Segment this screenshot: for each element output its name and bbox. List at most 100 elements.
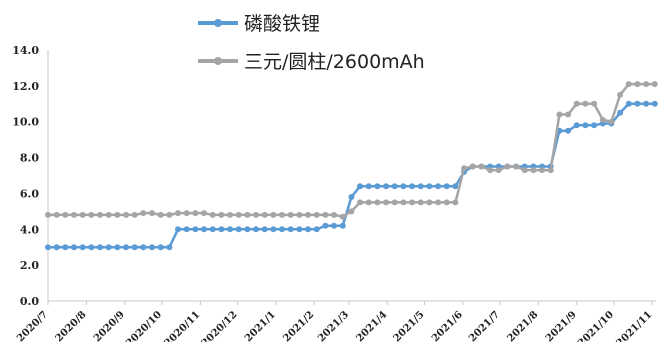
data-point [608, 118, 615, 125]
data-point [521, 167, 528, 174]
data-point [443, 199, 450, 206]
x-tick-label: 2021/7 [467, 309, 502, 342]
data-point [270, 226, 277, 233]
data-point [287, 226, 294, 233]
data-point [105, 211, 112, 218]
series-2 [45, 81, 658, 220]
data-point [261, 211, 268, 218]
data-point [71, 211, 77, 218]
data-point [62, 244, 69, 251]
data-point [556, 111, 563, 118]
data-point [573, 122, 580, 129]
data-point [348, 208, 355, 215]
data-point [296, 226, 303, 233]
data-point [391, 199, 398, 206]
y-tick-label: 12.0 [12, 80, 39, 93]
data-point [426, 199, 433, 206]
data-point [279, 226, 285, 233]
x-tick-label: 2021/10 [576, 309, 616, 342]
data-point [487, 167, 494, 174]
x-tick-label: 2021/8 [506, 309, 541, 342]
data-point [331, 211, 337, 218]
data-point [383, 199, 390, 206]
data-point [365, 199, 372, 206]
data-point [400, 199, 407, 206]
data-point [45, 211, 51, 218]
data-point [651, 100, 658, 107]
data-point [435, 199, 442, 206]
data-point [495, 167, 502, 174]
data-point [79, 244, 86, 251]
data-point [270, 211, 277, 218]
data-point [573, 100, 580, 107]
data-point [209, 226, 216, 233]
y-tick-label: 2.0 [20, 259, 39, 272]
data-point [201, 210, 207, 217]
data-point [443, 183, 450, 190]
data-point [253, 226, 259, 233]
data-point [599, 116, 606, 123]
data-point [452, 183, 459, 190]
data-point [322, 222, 329, 229]
data-point [261, 226, 268, 233]
data-point [417, 199, 424, 206]
axes-layer [47, 50, 656, 302]
data-point [140, 210, 147, 217]
data-point [530, 167, 537, 174]
legend-swatch-marker-2 [214, 57, 222, 65]
data-point [591, 122, 598, 129]
data-point [157, 244, 164, 251]
data-point [183, 226, 190, 233]
data-point [417, 183, 424, 190]
x-tick-label: 2020/11 [163, 309, 203, 342]
data-point [235, 211, 242, 218]
data-point [305, 226, 311, 233]
data-point [357, 199, 363, 206]
data-point [183, 210, 190, 217]
data-point [400, 183, 407, 190]
x-tick-label: 2021/3 [316, 309, 351, 342]
x-tick-label: 2020/8 [54, 309, 89, 342]
data-point [97, 244, 103, 251]
data-point [357, 183, 363, 190]
data-point [53, 244, 60, 251]
x-tick-label: 2021/9 [544, 309, 579, 342]
data-point [617, 109, 624, 116]
data-point [591, 100, 598, 107]
data-point [547, 167, 554, 174]
x-tick-label: 2021/6 [430, 309, 465, 342]
data-point [253, 211, 259, 218]
data-point [625, 100, 632, 107]
data-point [235, 226, 242, 233]
data-point [313, 226, 320, 233]
data-point [175, 226, 181, 233]
data-point [175, 210, 181, 217]
data-point [244, 226, 251, 233]
data-point [45, 244, 51, 251]
data-point [565, 127, 572, 134]
data-point [149, 210, 155, 217]
x-tick-label: 2021/4 [354, 309, 389, 342]
data-point [131, 211, 138, 218]
series-layer [45, 81, 658, 251]
data-point [313, 211, 320, 218]
y-tick-label: 10.0 [12, 116, 39, 129]
data-point [79, 211, 86, 218]
data-point [218, 226, 225, 233]
data-point [244, 211, 251, 218]
legend-item-series-2: 三元/圆柱/2600mAh [198, 51, 425, 73]
data-point [114, 211, 121, 218]
data-point [88, 244, 95, 251]
data-point [279, 211, 285, 218]
data-point [227, 226, 233, 233]
y-tick-label: 14.0 [12, 44, 39, 57]
data-point [435, 183, 442, 190]
data-point [365, 183, 372, 190]
y-tick-label: 6.0 [20, 187, 39, 200]
data-point [296, 211, 303, 218]
data-point [123, 244, 129, 251]
data-point [651, 81, 658, 88]
data-point [374, 183, 381, 190]
